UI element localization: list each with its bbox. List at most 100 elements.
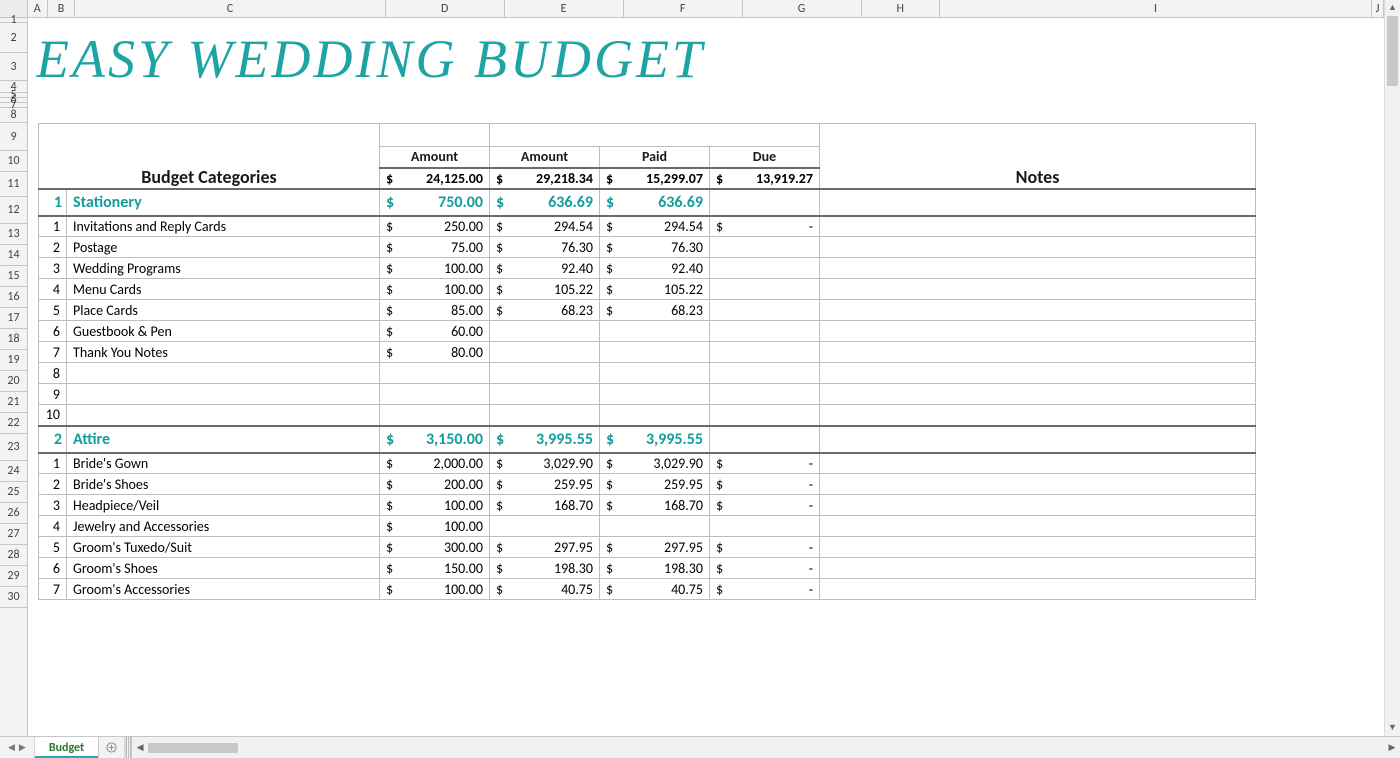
table-row[interactable]: 5Groom's Tuxedo/Suit$300.00$297.95$297.9… — [39, 537, 1256, 558]
table-row[interactable]: 9 — [39, 384, 1256, 405]
table-row[interactable]: 7Thank You Notes$80.00 — [39, 342, 1256, 363]
cell[interactable] — [490, 516, 600, 537]
row-header-20[interactable]: 20 — [0, 371, 27, 392]
cell[interactable]: $3,150.00 — [380, 426, 490, 453]
item-name[interactable] — [67, 363, 380, 384]
cell[interactable] — [380, 384, 490, 405]
item-notes[interactable] — [820, 321, 1256, 342]
item-notes[interactable] — [820, 405, 1256, 426]
cell[interactable] — [600, 516, 710, 537]
cell[interactable]: $3,995.55 — [490, 426, 600, 453]
row-header-2[interactable]: 2 — [0, 23, 27, 53]
item-name[interactable]: Place Cards — [67, 300, 380, 321]
cell[interactable]: $198.30 — [600, 558, 710, 579]
cell[interactable]: $297.95 — [600, 537, 710, 558]
row-header-29[interactable]: 29 — [0, 566, 27, 587]
row-header-30[interactable]: 30 — [0, 587, 27, 608]
row-header-15[interactable]: 15 — [0, 266, 27, 287]
cell[interactable]: $76.30 — [600, 237, 710, 258]
item-name[interactable] — [67, 405, 380, 426]
table-row[interactable]: 5Place Cards$85.00$68.23$68.23 — [39, 300, 1256, 321]
cell[interactable] — [710, 279, 820, 300]
sheet-tab-budget[interactable]: Budget — [35, 737, 99, 758]
cell[interactable]: $100.00 — [380, 495, 490, 516]
cell[interactable]: $- — [710, 474, 820, 495]
cell[interactable]: $100.00 — [380, 279, 490, 300]
item-notes[interactable] — [820, 474, 1256, 495]
hscroll-right-button[interactable]: ▶ — [1384, 742, 1400, 753]
cell[interactable]: $- — [710, 579, 820, 600]
scroll-track[interactable] — [1385, 16, 1400, 720]
cell[interactable] — [710, 237, 820, 258]
tab-nav-buttons[interactable]: ◀▶ — [0, 737, 35, 758]
scroll-up-button[interactable]: ▲ — [1385, 0, 1400, 16]
cell[interactable]: $3,029.90 — [490, 453, 600, 474]
item-name[interactable]: Bride's Shoes — [67, 474, 380, 495]
cell[interactable] — [710, 384, 820, 405]
row-header-3[interactable]: 3 — [0, 53, 27, 81]
table-row[interactable]: 2Bride's Shoes$200.00$259.95$259.95$- — [39, 474, 1256, 495]
cell[interactable]: $168.70 — [600, 495, 710, 516]
section-row[interactable]: 2Attire$3,150.00$3,995.55$3,995.55 — [39, 426, 1256, 453]
cell[interactable] — [600, 405, 710, 426]
scroll-thumb[interactable] — [1387, 16, 1398, 86]
row-header-19[interactable]: 19 — [0, 350, 27, 371]
horizontal-scrollbar[interactable]: ◀ ▶ — [125, 737, 1400, 758]
cell[interactable] — [380, 405, 490, 426]
row-header-21[interactable]: 21 — [0, 392, 27, 413]
cell[interactable] — [710, 300, 820, 321]
cell[interactable]: $168.70 — [490, 495, 600, 516]
column-header-J[interactable]: J — [1372, 0, 1384, 17]
table-row[interactable]: 1Invitations and Reply Cards$250.00$294.… — [39, 216, 1256, 237]
cell[interactable] — [490, 405, 600, 426]
cell[interactable]: $2,000.00 — [380, 453, 490, 474]
cell[interactable]: $300.00 — [380, 537, 490, 558]
row-header-18[interactable]: 18 — [0, 329, 27, 350]
row-header-10[interactable]: 10 — [0, 151, 27, 172]
cell[interactable] — [600, 342, 710, 363]
cell[interactable]: $85.00 — [380, 300, 490, 321]
item-name[interactable]: Groom's Shoes — [67, 558, 380, 579]
hscroll-left-button[interactable]: ◀ — [132, 742, 148, 753]
hscroll-thumb[interactable] — [148, 743, 238, 753]
cell[interactable]: $100.00 — [380, 516, 490, 537]
cell[interactable]: $200.00 — [380, 474, 490, 495]
cell[interactable]: $75.00 — [380, 237, 490, 258]
column-header-G[interactable]: G — [743, 0, 862, 17]
table-row[interactable]: 6Groom's Shoes$150.00$198.30$198.30$- — [39, 558, 1256, 579]
table-row[interactable]: 6Guestbook & Pen$60.00 — [39, 321, 1256, 342]
row-header-17[interactable]: 17 — [0, 308, 27, 329]
cell[interactable]: $40.75 — [490, 579, 600, 600]
column-header-B[interactable]: B — [48, 0, 76, 17]
table-row[interactable]: 7Groom's Accessories$100.00$40.75$40.75$… — [39, 579, 1256, 600]
cell[interactable]: $76.30 — [490, 237, 600, 258]
scroll-down-button[interactable]: ▼ — [1385, 720, 1400, 736]
cell[interactable]: $92.40 — [490, 258, 600, 279]
cell[interactable]: $- — [710, 216, 820, 237]
cell[interactable] — [710, 258, 820, 279]
cell[interactable] — [710, 405, 820, 426]
table-row[interactable]: 4Menu Cards$100.00$105.22$105.22 — [39, 279, 1256, 300]
item-notes[interactable] — [820, 363, 1256, 384]
cell[interactable]: $250.00 — [380, 216, 490, 237]
cell[interactable] — [380, 363, 490, 384]
cell[interactable]: $- — [710, 495, 820, 516]
item-notes[interactable] — [820, 453, 1256, 474]
row-header-28[interactable]: 28 — [0, 545, 27, 566]
row-header-14[interactable]: 14 — [0, 245, 27, 266]
cell[interactable]: $80.00 — [380, 342, 490, 363]
item-name[interactable]: Headpiece/Veil — [67, 495, 380, 516]
row-header-24[interactable]: 24 — [0, 461, 27, 482]
item-notes[interactable] — [820, 216, 1256, 237]
budget-table[interactable]: Budget Categories Budget Actual Notes Am… — [38, 123, 1256, 600]
item-name[interactable]: Wedding Programs — [67, 258, 380, 279]
item-name[interactable] — [67, 384, 380, 405]
item-notes[interactable] — [820, 258, 1256, 279]
section-row[interactable]: 1Stationery$750.00$636.69$636.69 — [39, 189, 1256, 216]
cell[interactable]: $294.54 — [600, 216, 710, 237]
cell[interactable] — [710, 321, 820, 342]
row-header-8[interactable]: 8 — [0, 108, 27, 123]
table-row[interactable]: 4Jewelry and Accessories$100.00 — [39, 516, 1256, 537]
cell[interactable]: $- — [710, 453, 820, 474]
row-header-27[interactable]: 27 — [0, 524, 27, 545]
